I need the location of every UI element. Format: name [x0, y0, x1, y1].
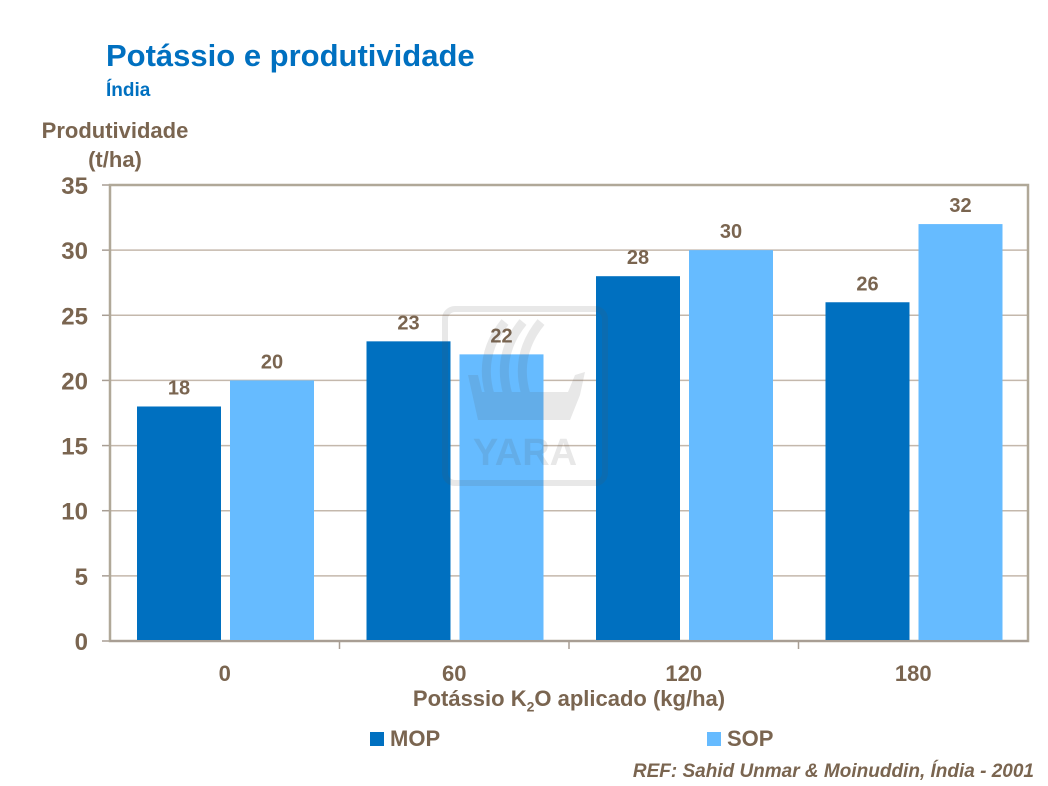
y-tick-label: 15 — [61, 434, 88, 461]
legend-label-mop: MOP — [390, 726, 441, 751]
bar-sop — [459, 354, 544, 641]
bar-mop — [825, 302, 910, 641]
bar-sop — [689, 250, 773, 641]
y-tick-label: 5 — [75, 564, 88, 591]
legend-swatch-sop — [707, 732, 721, 746]
bar-sop — [230, 380, 314, 641]
data-label: 22 — [490, 325, 512, 347]
data-label: 23 — [397, 312, 419, 334]
x-tick-label: 180 — [895, 661, 932, 686]
x-axis-label-sub: 2 — [526, 698, 535, 715]
y-tick-label: 20 — [61, 368, 88, 395]
y-axis-label-line2: (t/ha) — [88, 147, 142, 172]
x-axis-label-post: O aplicado (kg/ha) — [534, 686, 726, 711]
chart-title: Potássio e produtividade — [106, 38, 475, 73]
y-tick-label: 25 — [61, 303, 88, 330]
y-tick-label: 10 — [61, 499, 88, 526]
bar-mop — [596, 276, 680, 641]
data-label: 28 — [627, 247, 649, 269]
data-label: 32 — [949, 195, 971, 217]
y-tick-label: 35 — [61, 173, 88, 200]
svg-text:YARA: YARA — [473, 432, 577, 474]
x-tick-label: 0 — [219, 661, 231, 686]
bar-mop — [137, 406, 221, 641]
data-label: 30 — [720, 221, 742, 243]
yara-logo-watermark: YARA — [442, 306, 608, 486]
chart-subtitle: Índia — [106, 80, 151, 101]
x-tick-label: 60 — [442, 661, 466, 686]
reference-note: REF: Sahid Unmar & Moinuddin, Índia - 20… — [632, 761, 1034, 782]
data-label: 26 — [856, 273, 878, 295]
x-axis-label: Potássio K2O aplicado (kg/ha) — [110, 686, 1028, 714]
bar-mop — [366, 341, 451, 641]
x-tick-label: 120 — [665, 661, 702, 686]
data-label: 20 — [261, 351, 283, 373]
bar-sop — [918, 224, 1003, 642]
x-axis-label-pre: Potássio K — [412, 686, 527, 711]
y-tick-label: 30 — [61, 238, 88, 265]
legend-label-sop: SOP — [727, 726, 774, 751]
y-axis-label-line1: Produtividade — [41, 118, 189, 143]
y-axis-label: Produtividade (t/ha) — [10, 116, 220, 174]
data-label: 18 — [168, 377, 190, 399]
legend-swatch-mop — [370, 732, 384, 746]
y-tick-label: 0 — [75, 629, 88, 656]
